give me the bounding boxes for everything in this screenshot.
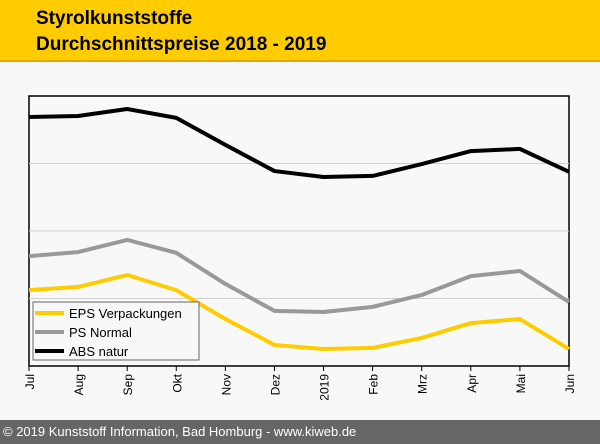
x-tick-label: Mai: [514, 374, 528, 393]
chart-title-line1: Styrolkunststoffe: [36, 8, 193, 29]
x-tick-label: Apr: [465, 374, 479, 393]
x-tick-label: 2019: [318, 374, 332, 401]
x-tick-label: Nov: [219, 374, 233, 395]
legend-label: EPS Verpackungen: [69, 306, 182, 321]
series-line-abs-natur: [28, 106, 570, 179]
x-tick-label: Mrz: [416, 374, 430, 394]
footer-copyright: © 2019 Kunststoff Information, Bad Hombu…: [0, 420, 600, 444]
chart-title-line2: Durchschnittspreise 2018 - 2019: [36, 34, 327, 55]
header-banner: Styrolkunststoffe Durchschnittspreise 20…: [0, 0, 600, 62]
x-tick-label: Feb: [367, 374, 381, 395]
series-line-eps-verpackungen: [28, 273, 571, 351]
series-line-ps-normal: [28, 237, 571, 314]
legend: EPS Verpackungen PS Normal ABS natur: [32, 301, 200, 361]
x-tick-label: Dez: [268, 374, 282, 395]
x-tick-label: Aug: [72, 374, 86, 395]
x-tick-label: Sep: [121, 374, 135, 396]
legend-label: PS Normal: [69, 325, 132, 340]
x-tick-label: Jun: [563, 374, 577, 393]
legend-label: ABS natur: [69, 344, 129, 359]
x-tick-label: Jul: [23, 374, 37, 389]
x-tick-label: Okt: [170, 373, 184, 392]
